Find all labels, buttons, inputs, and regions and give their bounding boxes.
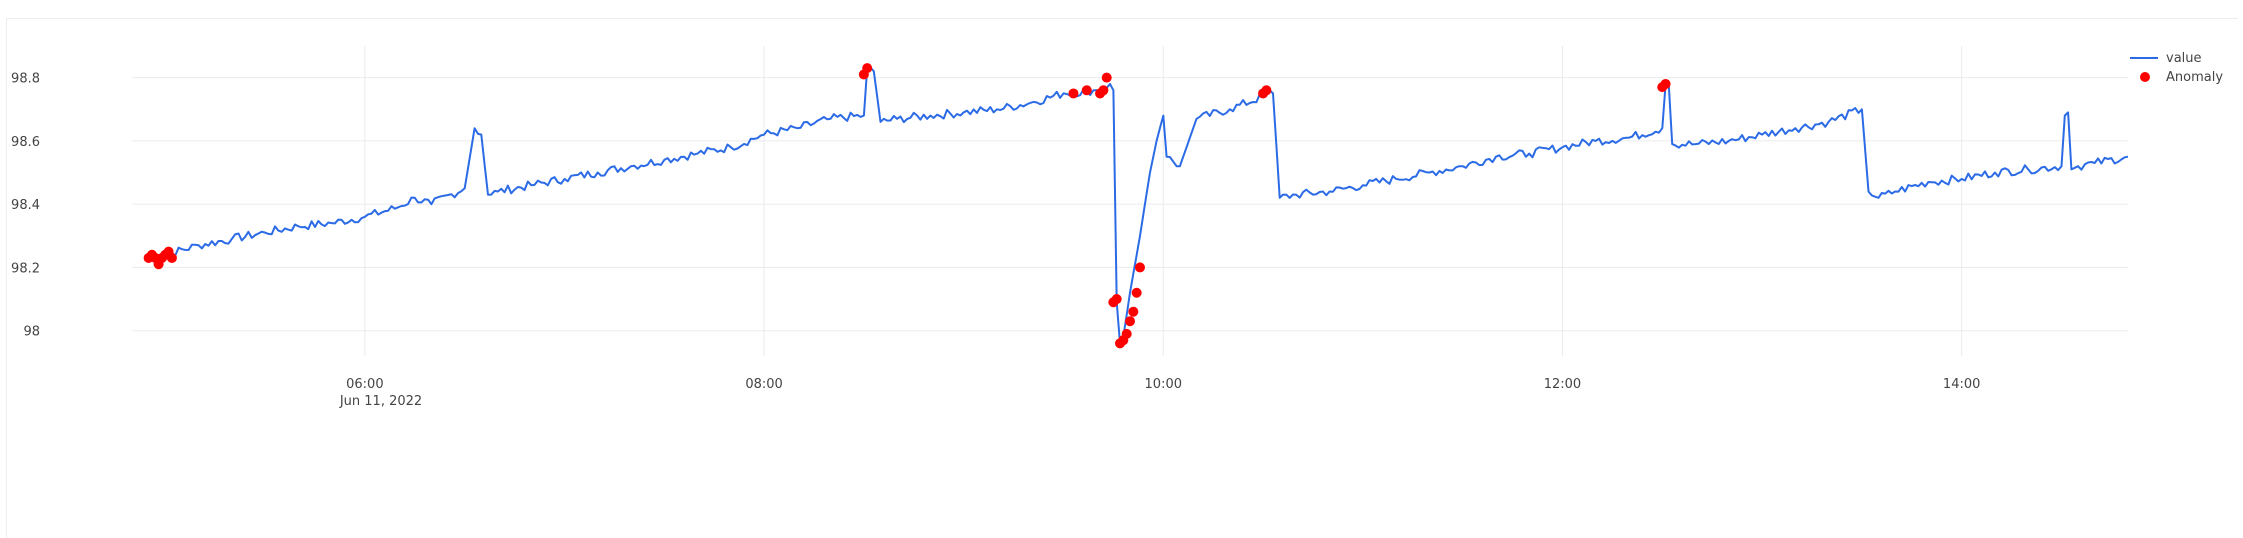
anomaly-point[interactable] [1131, 287, 1142, 298]
legend-label-anomaly: Anomaly [2166, 70, 2223, 85]
y-tick-label: 98.2 [11, 261, 40, 276]
y-axis-ticks: 98 98.2 98.4 98.6 98.8 [11, 72, 40, 340]
y-tick-label: 98 [23, 325, 40, 340]
x-tick-label: 12:00 [1544, 377, 1581, 392]
anomaly-point[interactable] [1081, 85, 1092, 96]
anomaly-point[interactable] [1134, 262, 1145, 273]
legend-marker-swatch [2140, 72, 2150, 82]
x-tick-label: 08:00 [745, 377, 782, 392]
x-tick-label: 06:00 [346, 377, 383, 392]
x-axis-ticks: 06:00 08:00 10:00 12:00 14:00 [346, 377, 1980, 392]
line-chart: 98 98.2 98.4 98.6 98.8 06:00 08:00 10:00 12:00 1… [11, 46, 2223, 409]
anomaly-point[interactable] [166, 252, 177, 263]
anomaly-point[interactable] [1121, 328, 1132, 339]
x-axis-date-label: Jun 11, 2022 [339, 394, 422, 409]
legend-label-value: value [2166, 51, 2202, 66]
y-tick-label: 98.8 [11, 72, 40, 87]
legend[interactable]: value Anomaly [2130, 51, 2223, 85]
y-tick-label: 98.6 [11, 135, 40, 150]
anomaly-point[interactable] [1101, 72, 1112, 83]
anomaly-point[interactable] [1261, 85, 1272, 96]
anomaly-point[interactable] [1098, 85, 1109, 96]
x-tick-label: 10:00 [1145, 377, 1182, 392]
chart-frame [6, 18, 2238, 538]
anomaly-point[interactable] [1111, 294, 1122, 305]
anomaly-point[interactable] [1128, 306, 1139, 317]
series-line-value [148, 66, 2129, 345]
anomaly-point[interactable] [1125, 316, 1135, 327]
y-tick-label: 98.4 [11, 198, 40, 213]
anomaly-point[interactable] [1660, 78, 1671, 89]
anomaly-point[interactable] [862, 63, 873, 74]
anomaly-point[interactable] [1068, 88, 1079, 99]
x-tick-label: 14:00 [1943, 377, 1980, 392]
anomaly-markers [143, 63, 1671, 349]
